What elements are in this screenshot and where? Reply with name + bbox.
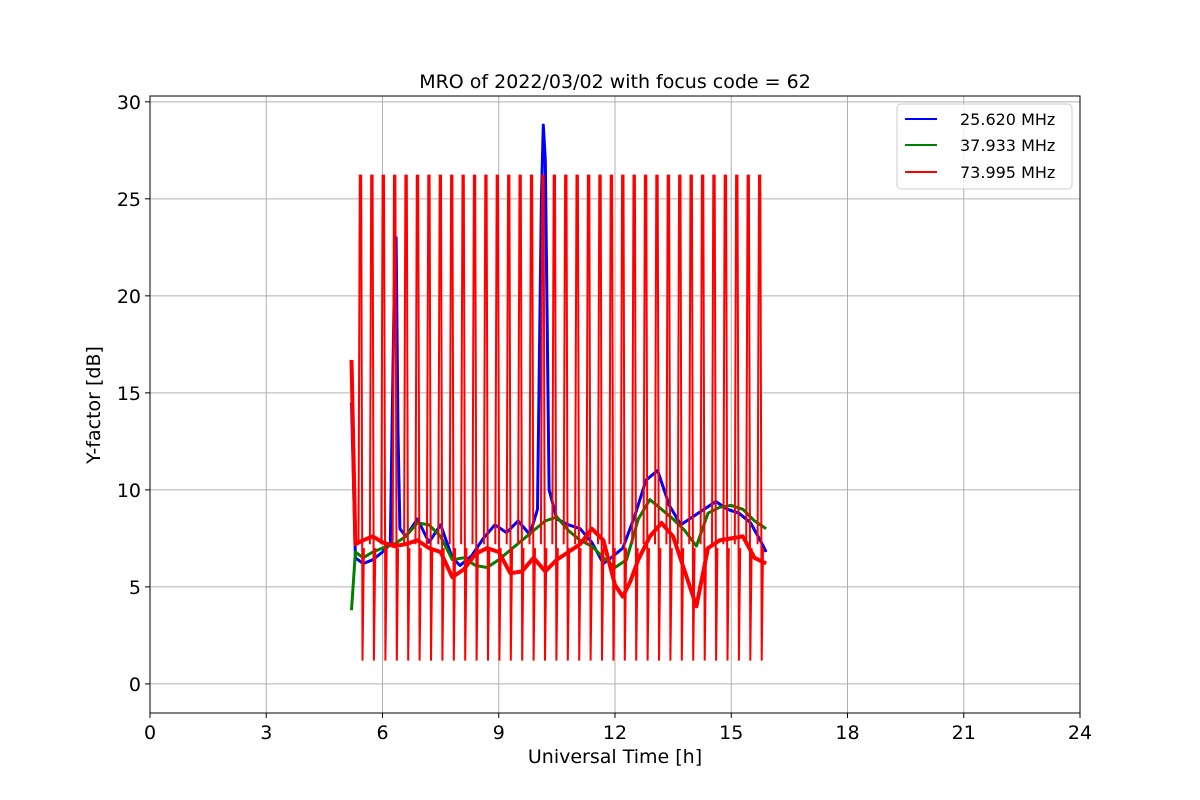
x-tick-label: 15 bbox=[719, 722, 743, 744]
spike bbox=[676, 174, 685, 661]
periodic-spikes bbox=[357, 174, 764, 661]
y-tick-label: 15 bbox=[117, 383, 141, 405]
spike bbox=[482, 174, 491, 661]
legend-label-25620: 25.620 MHz bbox=[960, 110, 1055, 129]
spike bbox=[585, 174, 593, 661]
spike bbox=[722, 174, 730, 661]
x-tick-label: 24 bbox=[1068, 722, 1092, 744]
x-axis-ticks: 0 3 6 9 12 15 18 21 24 bbox=[144, 713, 1092, 744]
spike bbox=[631, 174, 639, 661]
x-tick-label: 18 bbox=[835, 722, 859, 744]
spike bbox=[368, 174, 377, 661]
y-tick-label: 30 bbox=[117, 92, 141, 114]
spike bbox=[391, 174, 400, 661]
y-tick-label: 10 bbox=[117, 480, 141, 502]
spike bbox=[756, 174, 764, 661]
x-tick-label: 9 bbox=[493, 722, 505, 744]
y-tick-label: 20 bbox=[117, 286, 141, 308]
x-tick-label: 6 bbox=[376, 722, 388, 744]
spike bbox=[517, 174, 525, 661]
y-tick-label: 25 bbox=[117, 189, 141, 211]
x-tick-label: 3 bbox=[260, 722, 272, 744]
legend-label-73995: 73.995 MHz bbox=[960, 163, 1055, 182]
spike bbox=[357, 174, 365, 661]
spike bbox=[688, 174, 696, 661]
x-axis-label: Universal Time [h] bbox=[528, 746, 702, 768]
spike bbox=[425, 174, 434, 661]
x-tick-label: 21 bbox=[952, 722, 976, 744]
spike bbox=[608, 174, 616, 661]
chart-title: MRO of 2022/03/02 with focus code = 62 bbox=[419, 71, 811, 93]
legend-box bbox=[896, 103, 1073, 190]
y-axis-label: Y-factor [dB] bbox=[83, 346, 105, 465]
spike bbox=[642, 174, 650, 661]
spike bbox=[494, 174, 502, 661]
y-tick-label: 5 bbox=[129, 577, 141, 599]
spike bbox=[437, 174, 445, 661]
spike bbox=[619, 174, 628, 661]
y-axis-ticks: 0 5 10 15 20 25 30 bbox=[117, 92, 150, 696]
spike bbox=[711, 174, 719, 661]
x-tick-label: 0 bbox=[144, 722, 156, 744]
spike bbox=[414, 174, 422, 661]
spike bbox=[597, 174, 605, 661]
legend: 25.620 MHz 37.933 MHz 73.995 MHz bbox=[896, 103, 1073, 190]
spike bbox=[699, 174, 707, 661]
spike bbox=[448, 174, 457, 661]
spike bbox=[733, 174, 742, 661]
x-tick-label: 12 bbox=[603, 722, 627, 744]
spike bbox=[551, 174, 559, 661]
spike bbox=[471, 174, 479, 661]
spike bbox=[539, 174, 548, 661]
spike bbox=[745, 174, 753, 661]
legend-label-37933: 37.933 MHz bbox=[960, 136, 1055, 155]
y-tick-label: 0 bbox=[129, 674, 141, 696]
spike bbox=[505, 174, 514, 661]
spike bbox=[574, 174, 582, 661]
spike bbox=[562, 174, 571, 661]
spike bbox=[460, 174, 468, 661]
plot-series bbox=[349, 123, 768, 661]
spike bbox=[380, 174, 388, 661]
spike bbox=[403, 174, 411, 661]
spike bbox=[665, 174, 673, 661]
spike bbox=[528, 174, 536, 661]
spike bbox=[654, 174, 662, 661]
